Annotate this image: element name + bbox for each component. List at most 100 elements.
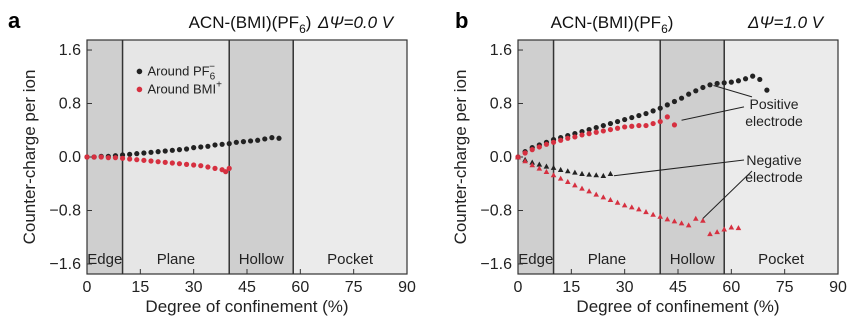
data-point — [579, 170, 585, 176]
data-point — [191, 162, 197, 168]
region-label-pocket: Pocket — [758, 251, 805, 268]
x-tick-label: 60 — [722, 279, 740, 296]
data-point — [593, 124, 599, 131]
data-point — [219, 141, 225, 147]
data-point — [572, 169, 578, 175]
data-point — [550, 164, 557, 170]
data-point — [664, 114, 670, 120]
potential-label: ΔΨ=0.0 V — [317, 13, 395, 32]
potential-label: ΔΨ=1.0 V — [747, 13, 825, 32]
region-band-plane — [122, 40, 230, 274]
y-tick-label: −1.6 — [49, 256, 81, 273]
data-point — [141, 157, 147, 163]
data-point — [529, 159, 536, 165]
data-point — [600, 122, 606, 129]
data-point — [543, 163, 550, 169]
data-point — [262, 136, 268, 142]
y-tick-label: 1.6 — [59, 42, 81, 59]
x-tick-label: 30 — [185, 279, 203, 296]
annotation-negative-line2: electrode — [745, 169, 803, 185]
data-point — [162, 148, 168, 154]
x-tick-label: 90 — [829, 279, 847, 296]
y-tick-label: 0.0 — [59, 149, 81, 166]
data-point — [586, 126, 592, 133]
y-tick-label: −0.8 — [480, 202, 512, 219]
data-point — [586, 188, 592, 194]
x-tick-label: 15 — [131, 279, 149, 296]
data-point — [636, 206, 642, 212]
data-point — [212, 165, 218, 171]
data-point — [183, 161, 190, 167]
data-point — [742, 76, 749, 82]
region-band-hollow — [229, 40, 294, 274]
data-point — [621, 202, 628, 208]
region-band-plane — [553, 40, 661, 274]
region-band-edge — [518, 40, 554, 274]
annotation-arrow — [702, 170, 753, 219]
region-label-plane: Plane — [588, 251, 626, 268]
data-point — [550, 139, 557, 145]
x-tick-label: 15 — [562, 279, 580, 296]
data-point — [622, 116, 628, 123]
data-point — [614, 118, 621, 125]
data-point — [169, 160, 175, 166]
data-point — [735, 225, 742, 231]
data-point — [600, 194, 607, 200]
data-point — [84, 154, 90, 160]
data-point — [226, 141, 232, 147]
data-point — [721, 226, 728, 232]
data-point — [607, 120, 614, 127]
data-point — [522, 158, 528, 164]
data-point — [629, 114, 635, 121]
data-point — [529, 147, 535, 153]
data-point — [572, 182, 578, 188]
data-point — [134, 157, 140, 163]
data-point — [536, 161, 543, 167]
data-point — [664, 216, 671, 222]
series-around-bmi- — [84, 154, 232, 175]
data-point — [226, 165, 232, 171]
x-tick-label: 45 — [669, 279, 687, 296]
annotation-arrow — [681, 106, 745, 121]
region-label-edge: Edge — [87, 251, 122, 268]
data-point — [650, 108, 656, 114]
data-point — [127, 156, 133, 162]
annotation-negative-line1: Negative — [746, 152, 801, 168]
data-point — [579, 132, 585, 138]
data-point — [522, 150, 528, 156]
region-label-pocket: Pocket — [327, 251, 374, 268]
data-point — [119, 155, 126, 161]
y-tick-label: −1.6 — [480, 256, 512, 273]
panel-title: ACN-(BMI)(PF6) — [551, 13, 674, 36]
data-point — [664, 102, 670, 108]
data-point — [750, 73, 756, 79]
data-point — [572, 134, 578, 140]
data-point — [586, 131, 592, 137]
legend-label: Around PF6− — [147, 61, 215, 82]
data-point — [700, 84, 706, 91]
data-point — [141, 150, 147, 156]
data-point — [515, 154, 521, 160]
data-point — [692, 215, 699, 221]
data-point — [169, 147, 175, 153]
region-label-plane: Plane — [157, 251, 195, 268]
data-point — [671, 98, 678, 105]
data-point — [155, 159, 161, 165]
data-point — [643, 209, 649, 215]
data-point — [176, 161, 183, 167]
data-point — [671, 218, 678, 224]
data-point — [657, 105, 663, 111]
data-point — [636, 112, 642, 119]
x-tick-label: 45 — [238, 279, 256, 296]
data-point — [622, 124, 628, 130]
data-point — [693, 88, 699, 94]
y-tick-label: 0.8 — [59, 96, 81, 113]
data-point — [586, 171, 592, 177]
x-tick-label: 30 — [616, 279, 634, 296]
y-tick-label: 0.8 — [490, 96, 512, 113]
data-point — [671, 122, 678, 128]
y-tick-label: −0.8 — [49, 202, 81, 219]
data-point — [127, 151, 133, 157]
